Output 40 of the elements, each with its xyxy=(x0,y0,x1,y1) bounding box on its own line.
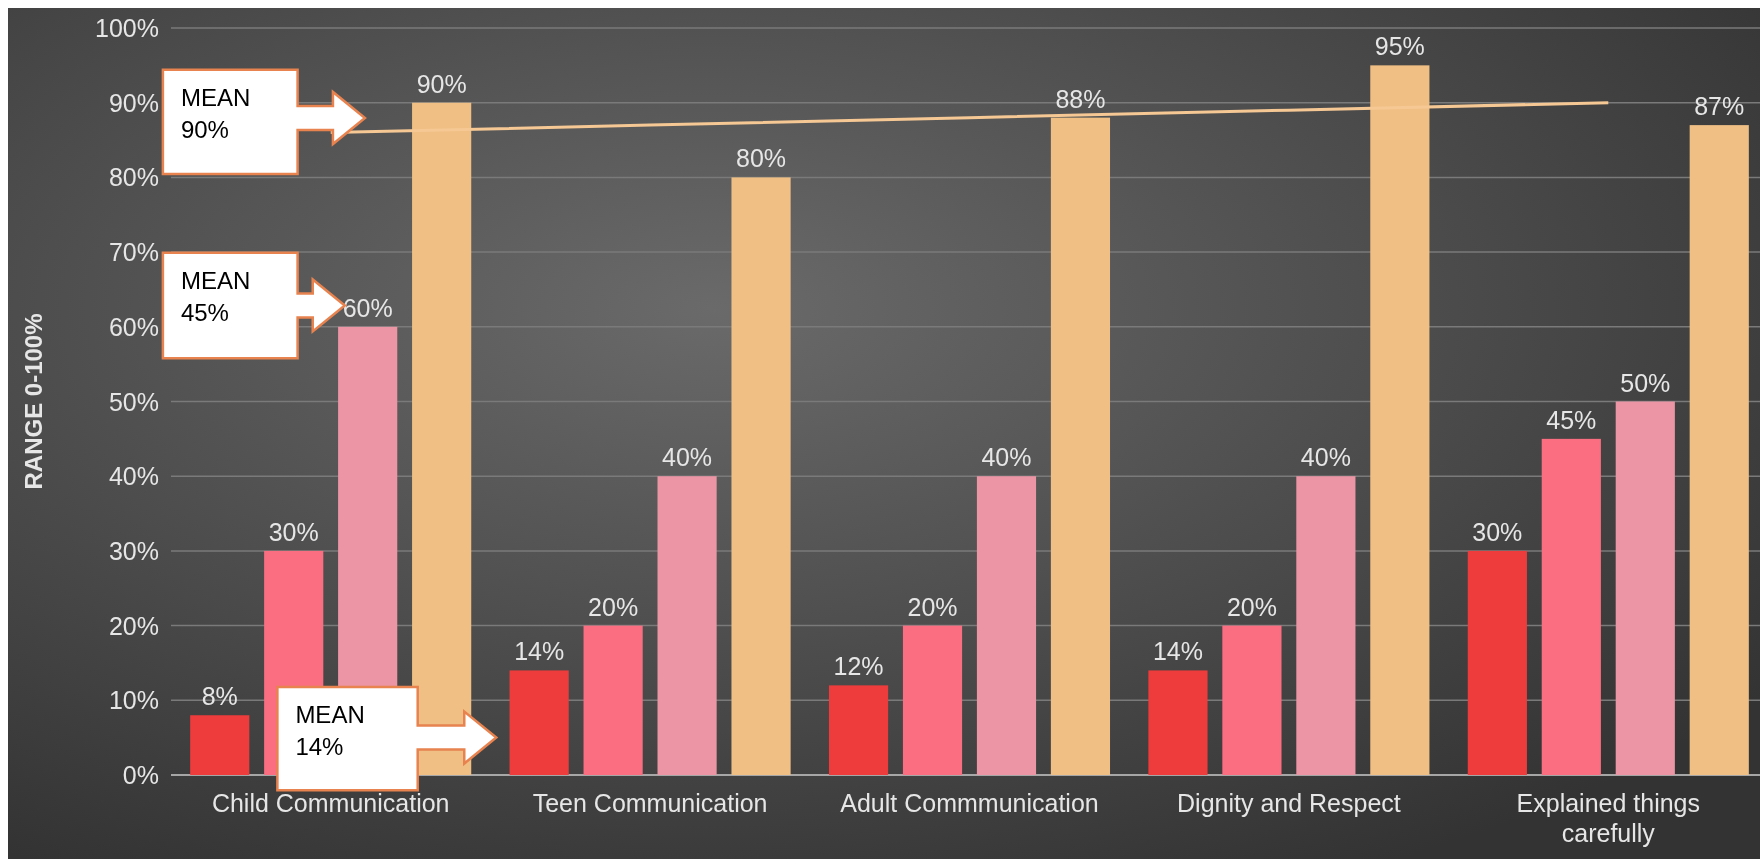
x-tick-label: Explained things carefully xyxy=(1516,789,1701,847)
data-label: 30% xyxy=(1472,517,1523,546)
data-label: 14% xyxy=(1152,637,1203,666)
y-tick-label: 100% xyxy=(95,14,159,42)
y-tick-label: 50% xyxy=(108,387,159,416)
data-label: 90% xyxy=(416,69,467,98)
data-label: 30% xyxy=(268,517,319,546)
y-tick-label: 30% xyxy=(108,536,159,565)
x-tick-label: Dignity and Respect xyxy=(1177,789,1401,817)
data-label: 60% xyxy=(342,293,393,322)
data-label: 87% xyxy=(1694,92,1745,121)
y-tick-label: 10% xyxy=(108,686,159,715)
x-tick-label: Child Communication xyxy=(211,789,450,817)
y-tick-label: 40% xyxy=(108,462,159,491)
y-tick-label: 70% xyxy=(108,238,159,267)
y-tick-label: 80% xyxy=(108,163,159,192)
data-label: 20% xyxy=(1226,592,1277,621)
y-tick-label: 0% xyxy=(122,761,159,789)
data-label: 20% xyxy=(588,592,639,621)
annotation: MEAN 90% xyxy=(180,83,251,143)
y-tick-label: 20% xyxy=(108,611,159,640)
data-label: 40% xyxy=(1300,443,1351,472)
data-label: 88% xyxy=(1055,84,1106,113)
annotation: MEAN 14% xyxy=(295,701,365,761)
data-label: 20% xyxy=(907,592,958,621)
data-label: 80% xyxy=(736,144,787,173)
data-label: 40% xyxy=(662,443,713,472)
annotation: MEAN 45% xyxy=(180,266,251,326)
data-label: 95% xyxy=(1374,32,1425,61)
data-label: 45% xyxy=(1546,405,1597,434)
data-label: 8% xyxy=(201,682,238,711)
data-label: 12% xyxy=(833,652,884,681)
y-tick-label: 90% xyxy=(108,88,159,117)
x-tick-label: Adult Commmunication xyxy=(840,789,1099,817)
x-tick-label: Teen Communication xyxy=(532,789,768,817)
data-label: 50% xyxy=(1620,368,1671,397)
data-label: 40% xyxy=(981,443,1032,472)
y-axis-title: RANGE 0-100% xyxy=(20,313,47,490)
y-tick-label: 60% xyxy=(108,312,159,341)
data-label: 14% xyxy=(514,637,565,666)
